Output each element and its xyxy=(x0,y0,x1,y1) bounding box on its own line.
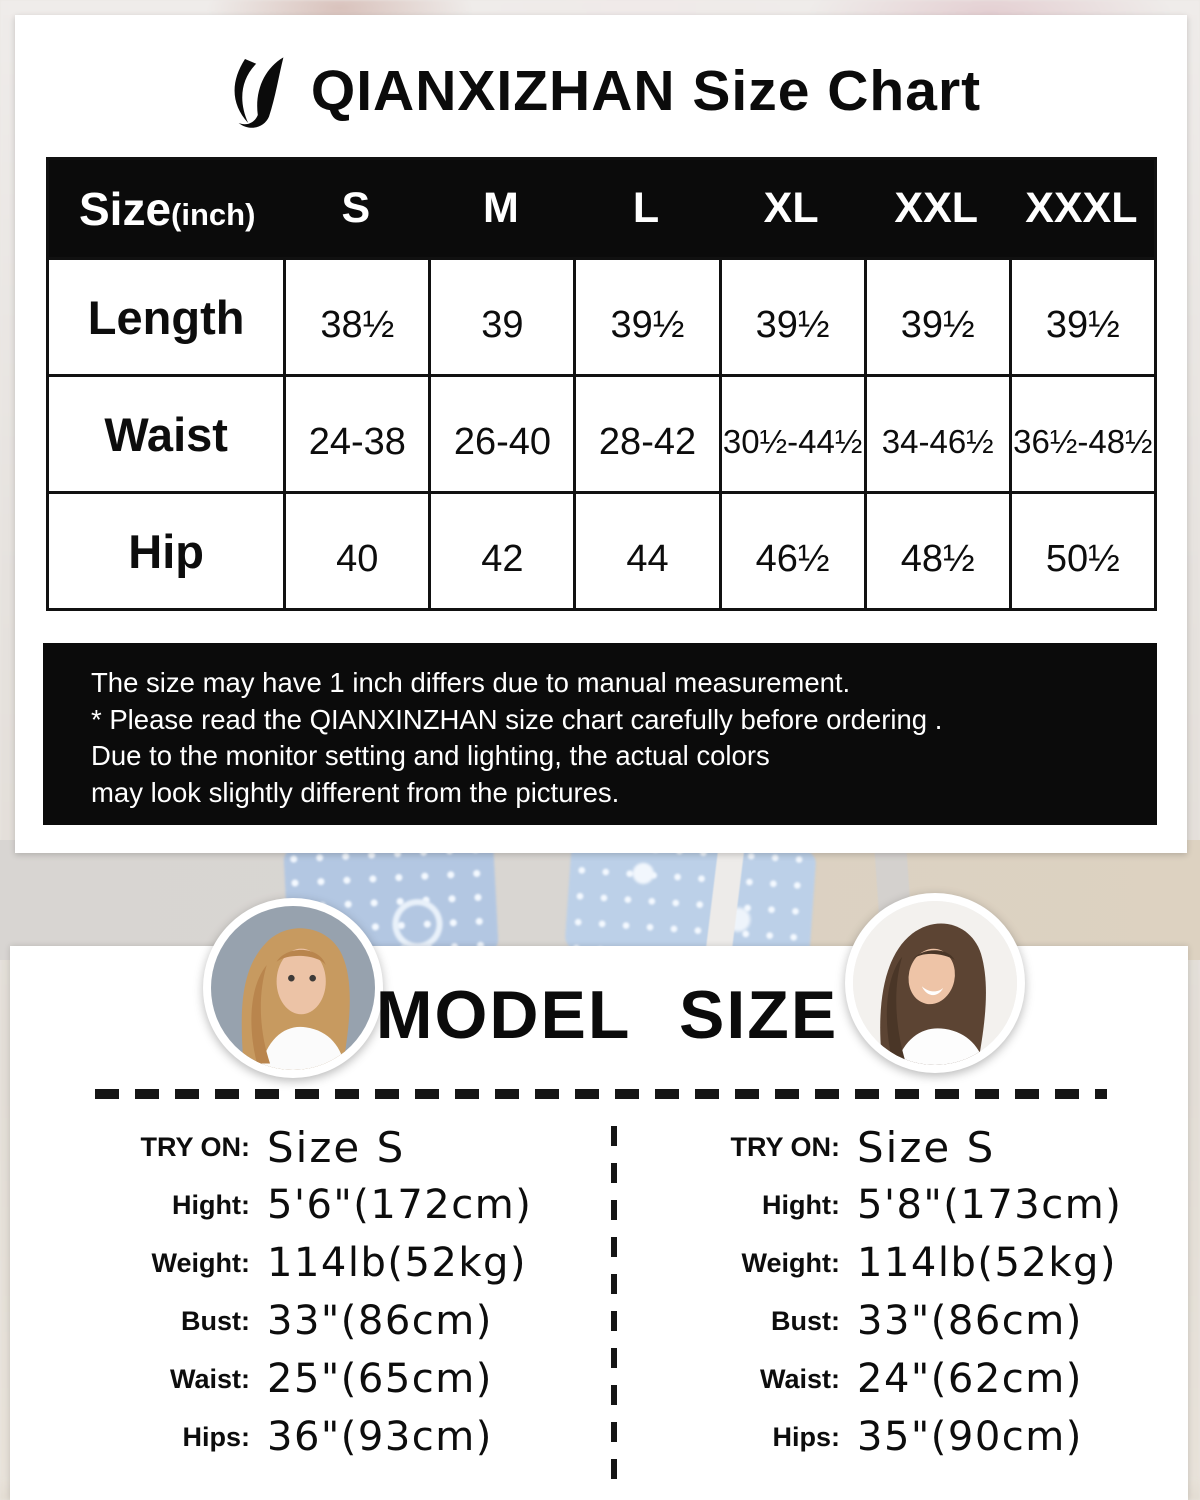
size-table: Size(inch) S M L XL XXL XXXL Length 38½ … xyxy=(46,157,1157,611)
size-cell: 26-40 xyxy=(428,377,573,491)
size-column-header: XXL xyxy=(894,184,979,232)
size-cell: 50½ xyxy=(1008,494,1154,608)
spec-value: 5'8"(173cm) xyxy=(857,1182,1123,1228)
page-title: QIANXIZHAN Size Chart xyxy=(310,59,982,123)
size-chart-card: QIANXIZHAN Size Chart Size(inch) S M L X… xyxy=(15,15,1187,853)
size-cell: 42 xyxy=(428,494,573,608)
spec-label: Hips: xyxy=(182,1421,251,1452)
table-row-waist: Waist 24-38 26-40 28-42 30½-44½ 34-46½ 3… xyxy=(49,374,1154,491)
spec-value: 24"(62cm) xyxy=(857,1356,1083,1402)
spec-label: Bust: xyxy=(181,1305,250,1336)
spec-label: TRY ON: xyxy=(140,1131,250,1162)
model-portrait-illustration xyxy=(211,906,375,1070)
spec-value: 35"(90cm) xyxy=(857,1414,1083,1460)
spec-label: Weight: xyxy=(151,1247,250,1278)
spec-label: Hight: xyxy=(762,1189,840,1220)
unit-label: (inch) xyxy=(171,196,256,232)
table-row-hip: Hip 40 42 44 46½ 48½ 50½ xyxy=(49,491,1154,608)
model-spec-row: Hight: 5'8"(173cm) xyxy=(636,1176,1166,1234)
model-spec-row: Weight: 114lb(52kg) xyxy=(58,1234,588,1292)
size-column-header: M xyxy=(483,184,519,232)
model-portrait-illustration xyxy=(853,901,1017,1065)
size-column-header: XXXL xyxy=(1025,184,1138,232)
spec-value: Size S xyxy=(267,1122,406,1172)
spec-value: Size S xyxy=(857,1122,996,1172)
size-cell: 39½ xyxy=(863,260,1009,374)
size-cell: 34-46½ xyxy=(863,377,1009,491)
brand-header: QIANXIZHAN Size Chart xyxy=(15,43,1187,139)
model-specs-right: TRY ON: Size S Hight: 5'8"(173cm) Weight… xyxy=(636,1118,1166,1466)
spec-label: Weight: xyxy=(741,1247,840,1278)
model-photo-left xyxy=(203,898,383,1078)
size-label: Size xyxy=(79,182,172,235)
spec-value: 36"(93cm) xyxy=(267,1414,493,1460)
size-cell: 39½ xyxy=(1008,260,1154,374)
size-unit-header: Size(inch) xyxy=(49,182,283,236)
spec-value: 33"(86cm) xyxy=(857,1298,1083,1344)
size-cell: 48½ xyxy=(863,494,1009,608)
spec-value: 33"(86cm) xyxy=(267,1298,493,1344)
disclaimer-box: The size may have 1 inch differs due to … xyxy=(43,643,1157,825)
model-spec-row: Bust: 33"(86cm) xyxy=(58,1292,588,1350)
size-cell: 28-42 xyxy=(573,377,718,491)
size-cell: 40 xyxy=(283,494,428,608)
model-spec-row: Hips: 36"(93cm) xyxy=(58,1408,588,1466)
size-cell: 39½ xyxy=(718,260,864,374)
spec-label: Bust: xyxy=(771,1305,840,1336)
disclaimer-line: The size may have 1 inch differs due to … xyxy=(91,667,851,698)
spec-value: 114lb(52kg) xyxy=(267,1240,528,1286)
size-column-header: L xyxy=(632,184,660,232)
model-photo-right xyxy=(845,893,1025,1073)
model-spec-row: Bust: 33"(86cm) xyxy=(636,1292,1166,1350)
dashed-divider-horizontal xyxy=(95,1089,1107,1099)
model-spec-row: Weight: 114lb(52kg) xyxy=(636,1234,1166,1292)
spec-label: Waist: xyxy=(170,1363,250,1394)
size-cell: 24-38 xyxy=(283,377,428,491)
row-label-hip: Hip xyxy=(128,524,204,578)
spec-value: 5'6"(172cm) xyxy=(267,1182,533,1228)
spec-label: Hight: xyxy=(172,1189,250,1220)
model-spec-row: Waist: 25"(65cm) xyxy=(58,1350,588,1408)
spec-value: 114lb(52kg) xyxy=(857,1240,1118,1286)
model-spec-row: TRY ON: Size S xyxy=(58,1118,588,1176)
size-table-header-row: Size(inch) S M L XL XXL XXXL xyxy=(49,160,1154,257)
disclaimer-line: Due to the monitor setting and lighting,… xyxy=(91,740,770,771)
brand-swoosh-icon xyxy=(234,57,284,128)
model-spec-row: Waist: 24"(62cm) xyxy=(636,1350,1166,1408)
model-spec-row: Hight: 5'6"(172cm) xyxy=(58,1176,588,1234)
size-cell: 46½ xyxy=(718,494,864,608)
size-cell: 44 xyxy=(573,494,718,608)
table-row-length: Length 38½ 39 39½ 39½ 39½ 39½ xyxy=(49,257,1154,374)
size-cell: 36½-48½ xyxy=(1008,377,1154,491)
dashed-divider-vertical xyxy=(611,1126,617,1484)
model-spec-row: Hips: 35"(90cm) xyxy=(636,1408,1166,1466)
spec-label: TRY ON: xyxy=(730,1131,840,1162)
size-cell: 30½-44½ xyxy=(718,377,864,491)
disclaimer-line: may look slightly different from the pic… xyxy=(91,776,620,808)
spec-label: Hips: xyxy=(772,1421,841,1452)
size-column-header: S xyxy=(341,184,371,232)
model-size-title: MODEL SIZE xyxy=(375,977,839,1053)
spec-label: Waist: xyxy=(760,1363,840,1394)
model-specs-left: TRY ON: Size S Hight: 5'6"(172cm) Weight… xyxy=(58,1118,588,1466)
size-cell: 39 xyxy=(428,260,573,374)
model-spec-row: TRY ON: Size S xyxy=(636,1118,1166,1176)
row-label-length: Length xyxy=(87,290,245,344)
spec-value: 25"(65cm) xyxy=(267,1356,493,1402)
size-column-header: XL xyxy=(763,184,819,232)
row-label-waist: Waist xyxy=(104,407,228,461)
size-cell: 38½ xyxy=(283,260,428,374)
size-cell: 39½ xyxy=(573,260,718,374)
disclaimer-line: * Please read the QIANXINZHAN size chart… xyxy=(91,703,943,735)
